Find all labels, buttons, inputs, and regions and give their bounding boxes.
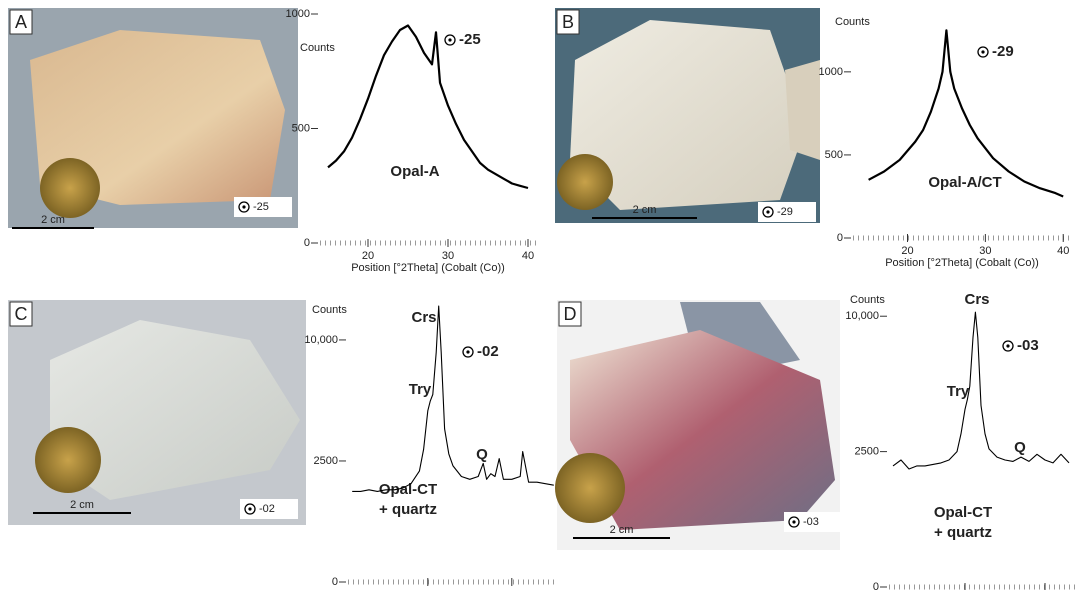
sample-label: -02 <box>259 503 275 515</box>
photo-a <box>8 8 298 228</box>
x-tick-label: 20 <box>901 245 913 257</box>
page: A 2 cm -25 B 2 cm -29 C 2 cm -02 D 2 cm -03 20 30 40 0 5… <box>0 0 1078 590</box>
y-tick-label: 1000 <box>286 8 310 20</box>
x-tick-label: 40 <box>1057 245 1069 257</box>
peak-label: Try <box>947 383 970 400</box>
phase-label: Opal-A <box>390 163 439 180</box>
figure: A 2 cm -25 B 2 cm -29 C 2 cm -02 D 2 cm -03 20 30 40 0 5… <box>0 0 1078 590</box>
xrd-line <box>869 30 1064 196</box>
y-tick-label: 0 <box>332 576 338 588</box>
xrd-line <box>893 312 1069 469</box>
peak-label: Crs <box>964 291 989 308</box>
panel-letter: B <box>562 12 574 32</box>
scale-label: 2 cm <box>41 214 65 226</box>
peak-label: Q <box>1014 439 1026 456</box>
photo-c <box>8 300 306 525</box>
phase-label: Opal-A/CT <box>928 174 1001 191</box>
x-tick-label: 40 <box>522 250 534 262</box>
xrd-line <box>352 306 554 491</box>
sample-symbol-dot <box>766 210 769 213</box>
sample-label: -25 <box>459 31 481 48</box>
sample-symbol-dot <box>1006 344 1009 347</box>
sample-symbol-dot <box>981 50 984 53</box>
y-tick-label: 500 <box>825 149 843 161</box>
panel-letter: C <box>15 304 28 324</box>
y-axis-label: Counts <box>835 16 870 28</box>
scale-label: 2 cm <box>633 204 657 216</box>
x-tick-label: 20 <box>362 250 374 262</box>
phase-label: + quartz <box>934 524 992 541</box>
y-tick-label: 0 <box>873 581 879 590</box>
scale-label: 2 cm <box>70 499 94 511</box>
scale-label: 2 cm <box>610 524 634 536</box>
sample-symbol-dot <box>248 507 251 510</box>
x-tick-label: 30 <box>442 250 454 262</box>
y-tick-label: 1000 <box>819 66 843 78</box>
y-axis-label: Counts <box>850 294 885 306</box>
peak-label: Q <box>476 446 488 463</box>
x-tick-label: 30 <box>979 245 991 257</box>
panel-letter: D <box>564 304 577 324</box>
y-axis-label: Counts <box>300 42 335 54</box>
y-tick-label: 10,000 <box>304 334 338 346</box>
y-tick-label: 10,000 <box>845 310 879 322</box>
sample-symbol-dot <box>448 38 451 41</box>
y-tick-label: 0 <box>304 237 310 249</box>
sample-symbol-dot <box>466 350 469 353</box>
peak-label: Crs <box>411 309 436 326</box>
sample-label: -25 <box>253 201 269 213</box>
peak-label: Try <box>409 381 432 398</box>
sample-symbol-dot <box>242 205 245 208</box>
y-tick-label: 2500 <box>314 455 338 467</box>
y-axis-label: Counts <box>312 304 347 316</box>
x-axis-label: Position [°2Theta] (Cobalt (Co)) <box>885 257 1039 269</box>
y-tick-label: 500 <box>292 122 310 134</box>
sample-label: -02 <box>477 343 499 360</box>
phase-label: Opal-CT <box>934 504 992 521</box>
sample-label: -03 <box>803 516 819 528</box>
y-tick-label: 0 <box>837 232 843 244</box>
sample-label: -03 <box>1017 337 1039 354</box>
sample-label: -29 <box>992 43 1014 60</box>
sample-label: -29 <box>777 206 793 218</box>
panel-letter: A <box>15 12 27 32</box>
x-axis-label: Position [°2Theta] (Cobalt (Co)) <box>351 262 505 274</box>
y-tick-label: 2500 <box>855 446 879 458</box>
photo-b <box>555 8 820 223</box>
phase-label: + quartz <box>379 501 437 518</box>
sample-symbol-dot <box>792 520 795 523</box>
